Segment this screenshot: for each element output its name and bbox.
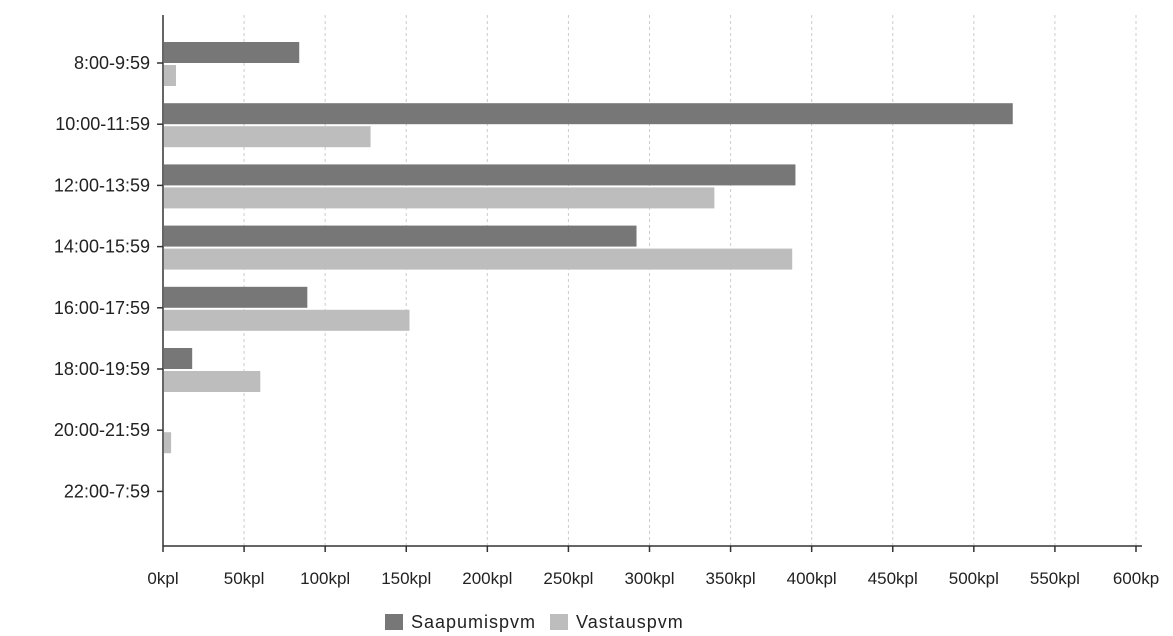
x-tick-label: 350kpl [706, 569, 756, 588]
legend-label-saapumispvm: Saapumispvm [411, 611, 537, 632]
bar-saapumispvm-10:00-11:59 [164, 103, 1013, 125]
y-category-label: 14:00-15:59 [54, 237, 150, 257]
y-category-label: 12:00-13:59 [54, 175, 150, 195]
x-tick-label: 200kpl [462, 569, 512, 588]
x-tick-label: 600kp [1113, 569, 1159, 588]
x-tick-label: 400kpl [787, 569, 837, 588]
bar-saapumispvm-8:00-9:59 [164, 42, 300, 63]
x-tick-label: 300kpl [624, 569, 674, 588]
y-category-label: 8:00-9:59 [74, 53, 150, 73]
bar-vastauspvm-10:00-11:59 [164, 126, 371, 148]
axis-labels: 0kpl 50kpl 100kpl 150kpl 200kpl 250kpl 300kpl 3… [54, 53, 1159, 588]
bar-vastauspvm-18:00-19:59 [164, 371, 261, 392]
legend-label-vastauspvm: Vastauspvm [576, 611, 684, 632]
y-category-label: 22:00-7:59 [64, 481, 150, 501]
axes [157, 15, 1142, 552]
bar-vastauspvm-14:00-15:59 [164, 248, 793, 270]
x-tick-label: 0kpl [147, 569, 178, 588]
bars [164, 42, 1013, 454]
bar-vastauspvm-20:00-21:59 [164, 432, 172, 454]
y-category-label: 10:00-11:59 [55, 114, 150, 134]
x-tick-label: 150kpl [381, 569, 431, 588]
x-tick-label: 250kpl [543, 569, 593, 588]
y-category-label: 20:00-21:59 [54, 420, 150, 440]
legend: Saapumispvm Vastauspvm [385, 610, 684, 634]
bar-vastauspvm-16:00-17:59 [164, 309, 410, 331]
y-category-label: 16:00-17:59 [54, 298, 150, 318]
bar-vastauspvm-12:00-13:59 [164, 187, 715, 209]
bar-saapumispvm-12:00-13:59 [164, 164, 796, 186]
bar-saapumispvm-18:00-19:59 [164, 348, 193, 369]
y-category-label: 18:00-19:59 [54, 359, 150, 379]
legend-item-saapumispvm: Saapumispvm [385, 612, 536, 633]
x-tick-label: 450kpl [868, 569, 918, 588]
x-tick-label: 100kpl [300, 569, 350, 588]
legend-swatch-saapumispvm [385, 614, 403, 630]
bar-saapumispvm-14:00-15:59 [164, 225, 637, 247]
x-tick-label: 500kpl [949, 569, 999, 588]
gridlines [243, 15, 1137, 546]
x-tick-label: 50kpl [224, 569, 265, 588]
bar-vastauspvm-8:00-9:59 [164, 65, 176, 86]
legend-swatch-vastauspvm [550, 614, 569, 630]
bar-saapumispvm-16:00-17:59 [164, 286, 308, 308]
legend-item-vastauspvm: Vastauspvm [550, 612, 684, 633]
x-tick-label: 550kpl [1030, 569, 1080, 588]
